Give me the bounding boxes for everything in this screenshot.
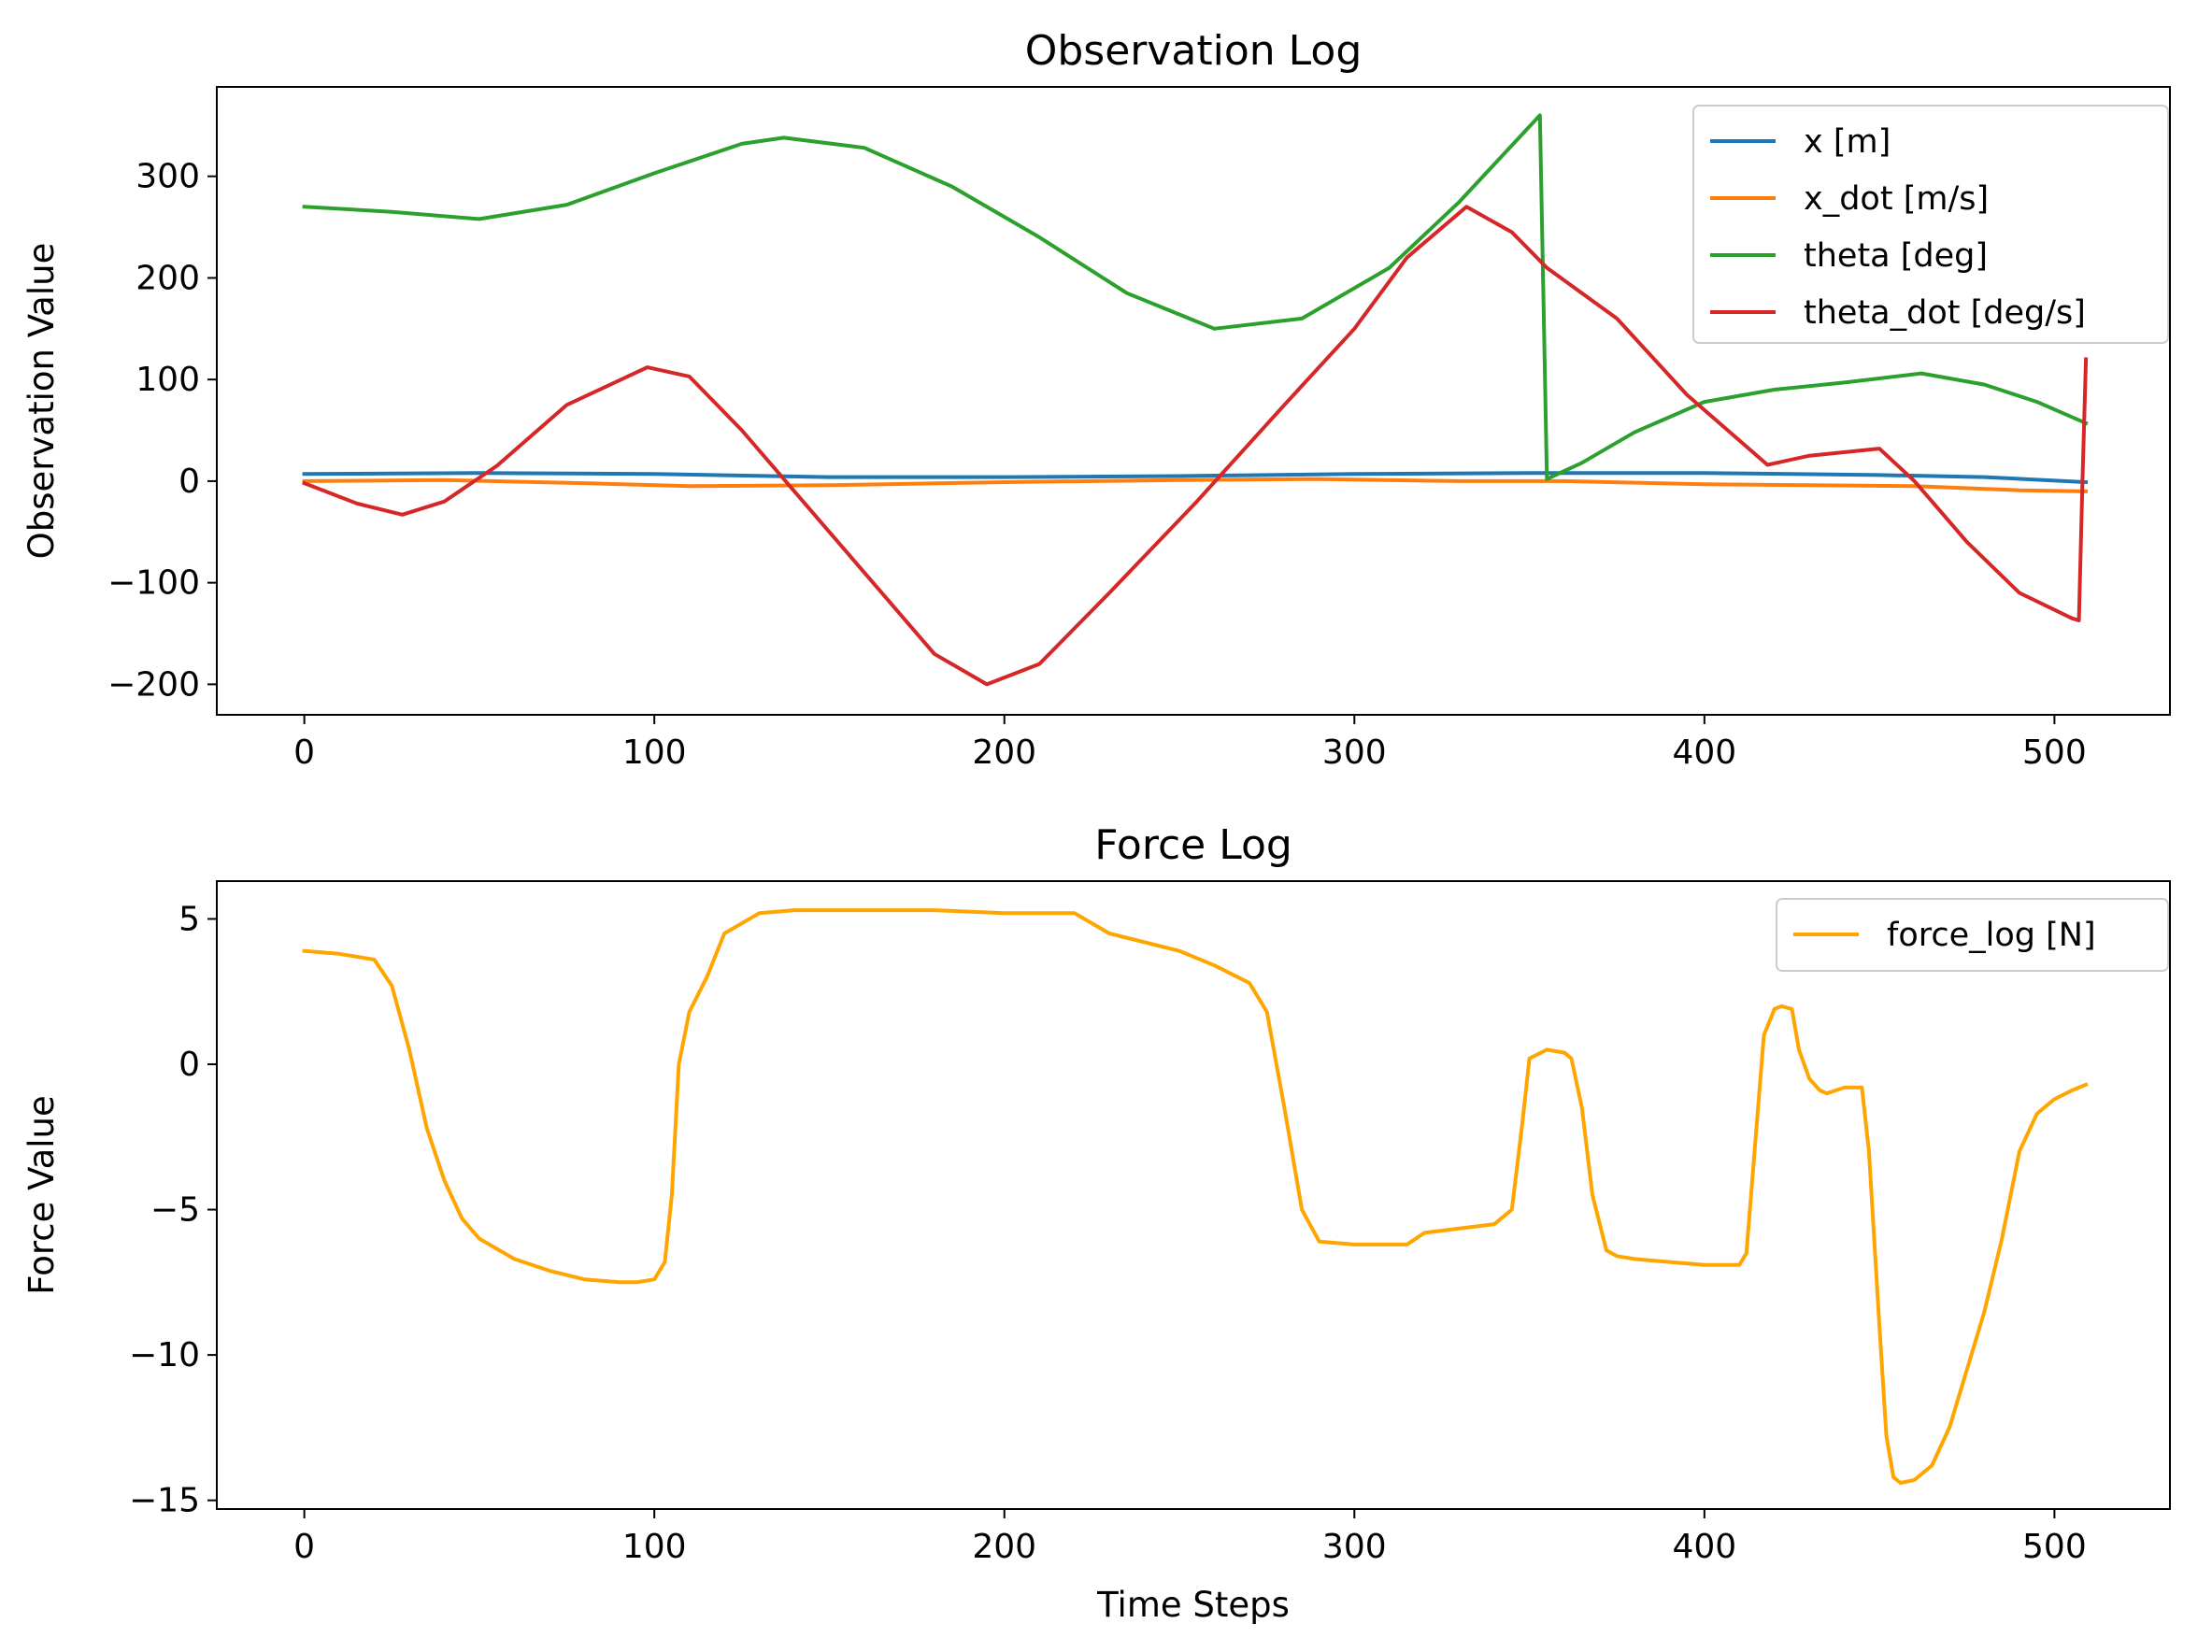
force-legend: force_log [N] (1776, 898, 2169, 972)
x-tick-label: 300 (1322, 733, 1387, 772)
x-tick-label: 300 (1322, 1528, 1387, 1566)
observation-plot-frame (216, 86, 2171, 716)
force-plot-frame (216, 880, 2171, 1510)
x-tick-label: 100 (622, 1528, 687, 1566)
force-log-chart: Force Log Force Value Time Steps 0 100 200… (21, 821, 2171, 1625)
legend-label-x-m: x [m] (1804, 123, 1891, 161)
observation-series-lines (302, 113, 2089, 687)
y-tick-label: 0 (178, 463, 200, 501)
observation-legend: x [m] x_dot [m/s] theta [deg] theta_dot [de… (1692, 105, 2169, 344)
legend-label-x-dot-m-s: x_dot [m/s] (1804, 180, 1989, 218)
x-tick-label: 100 (622, 733, 687, 772)
legend-box (1776, 898, 2169, 972)
y-axis-label-force: Force Value (21, 1095, 62, 1294)
force-series-lines (302, 908, 2089, 1485)
y-tick-label: −10 (129, 1336, 200, 1374)
x-tick-label: 400 (1672, 733, 1736, 772)
legend-label-force-log-n: force_log [N] (1887, 917, 2096, 954)
x-tick-label: 400 (1672, 1528, 1736, 1566)
series-line-theta-dot-deg-s (302, 205, 2089, 687)
y-axis-label-observation: Observation Value (21, 243, 62, 560)
y-tick-label: 0 (178, 1046, 200, 1084)
x-tick-label: 500 (2022, 1528, 2087, 1566)
y-tick-label: 100 (136, 361, 200, 399)
x-tick-label: 0 (293, 1528, 315, 1566)
x-tick-label: 200 (972, 1528, 1036, 1566)
y-tick-label: 200 (136, 259, 200, 297)
series-line-x-m (302, 471, 2089, 485)
y-tick-label: −100 (107, 564, 200, 603)
x-tick-label: 500 (2022, 733, 2087, 772)
y-tick-label: 300 (136, 158, 200, 196)
series-line-theta-deg (302, 113, 2089, 481)
y-tick-label: −5 (150, 1191, 200, 1230)
chart-title-observation-log: Observation Log (1025, 27, 1363, 75)
legend-label-theta-dot-deg-s: theta_dot [deg/s] (1804, 294, 2086, 332)
y-tick-label: −200 (107, 665, 200, 704)
x-axis-label-time-steps: Time Steps (1096, 1585, 1290, 1625)
chart-title-force-log: Force Log (1094, 821, 1292, 869)
x-tick-label: 0 (293, 733, 315, 772)
observation-ticks: 0 100 200 300 400 500 −200 −100 0 100 200 300 (107, 158, 2087, 772)
y-tick-label: −15 (129, 1482, 200, 1520)
x-tick-label: 200 (972, 733, 1036, 772)
series-line-force-log-n (302, 908, 2089, 1485)
y-tick-label: 5 (178, 900, 200, 938)
legend-box (1692, 105, 2169, 344)
observation-log-chart: Observation Log Observation Value 0 100 20… (21, 27, 2171, 772)
force-ticks: 0 100 200 300 400 500 −15 −10 −5 0 5 (129, 900, 2087, 1566)
series-line-x-dot-m-s (302, 477, 2089, 493)
legend-label-theta-deg: theta [deg] (1804, 237, 1988, 275)
